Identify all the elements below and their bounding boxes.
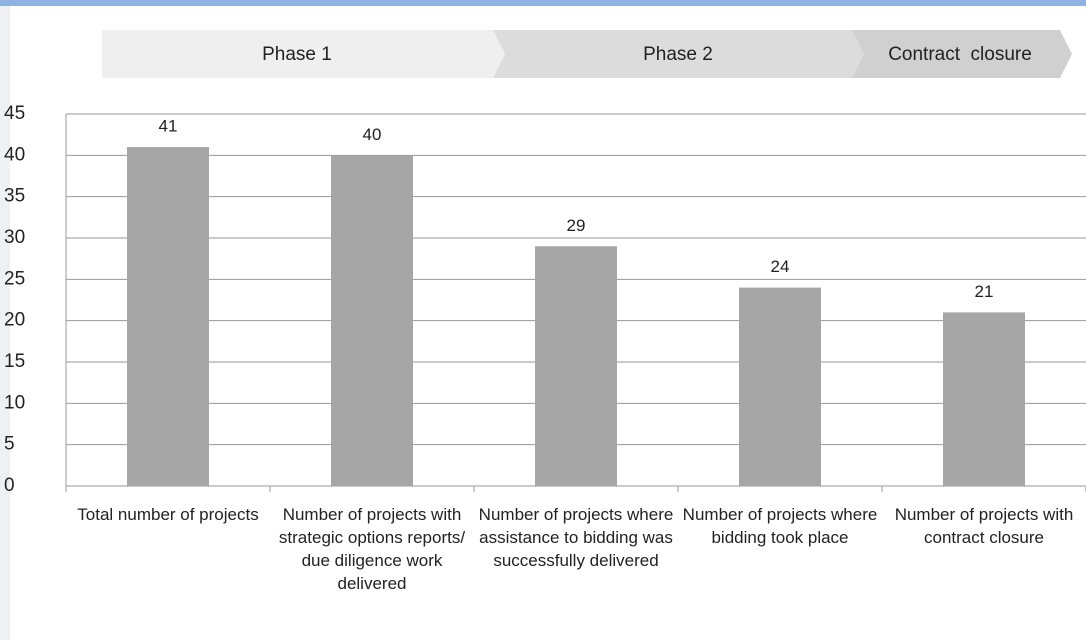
- x-tick-label: Number of projects with strategic option…: [278, 505, 466, 593]
- y-tick-label: 40: [4, 144, 25, 165]
- y-tick-label: 30: [4, 227, 25, 248]
- y-tick-label: 45: [4, 103, 25, 124]
- y-tick-label: 15: [4, 351, 25, 372]
- phase-arrow: [493, 30, 864, 78]
- value-label: 24: [771, 257, 790, 276]
- phase-arrow: [852, 30, 1072, 78]
- x-tick-label: Number of projects where assistance to b…: [478, 505, 674, 570]
- y-tick-label: 0: [4, 475, 15, 496]
- bar: [943, 312, 1025, 486]
- bar: [739, 287, 821, 486]
- value-label: 40: [363, 125, 382, 144]
- value-label: 21: [975, 282, 994, 301]
- y-tick-label: 35: [4, 186, 25, 207]
- phase-label: Phase 2: [643, 44, 713, 65]
- y-tick-label: 10: [4, 392, 25, 413]
- left-strip: [0, 6, 10, 640]
- top-bar: [0, 0, 1086, 6]
- y-tick-label: 25: [4, 268, 25, 289]
- phase-label: Phase 1: [262, 44, 332, 65]
- y-tick-label: 5: [4, 434, 15, 455]
- phase-label: Contract closure: [888, 44, 1032, 65]
- value-label: 41: [159, 117, 178, 136]
- value-label: 29: [567, 216, 586, 235]
- bar: [331, 155, 413, 487]
- phase-arrow: [102, 30, 505, 78]
- x-tick-label: Number of projects with contract closure: [894, 505, 1074, 547]
- y-tick-label: 20: [4, 310, 25, 331]
- bar: [535, 246, 617, 486]
- x-tick-label: Number of projects where bidding took pl…: [682, 505, 878, 547]
- bar: [127, 147, 209, 487]
- x-tick-label: Total number of projects: [77, 505, 259, 524]
